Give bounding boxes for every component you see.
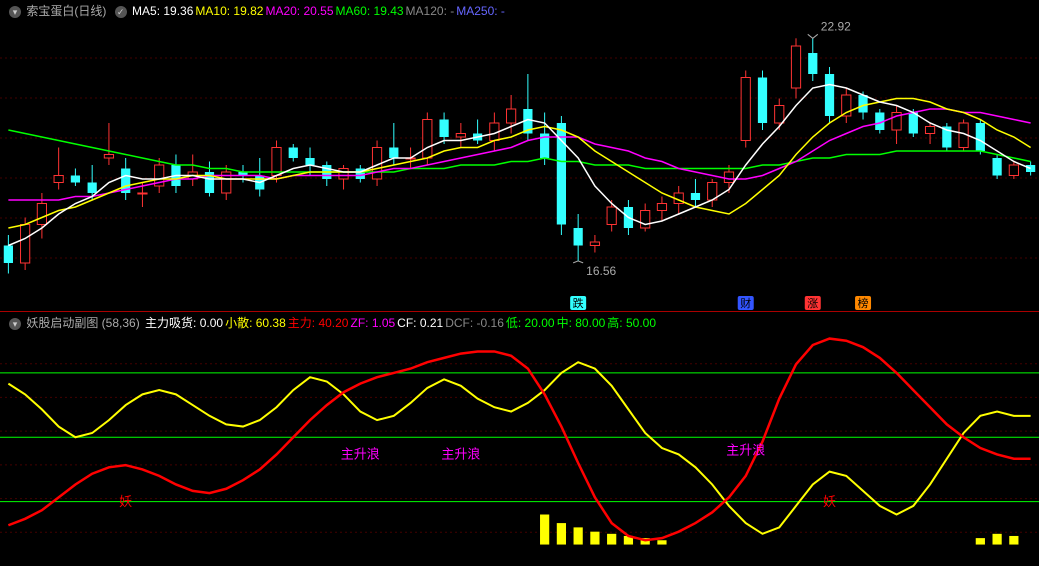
svg-text:主升浪: 主升浪	[341, 447, 380, 462]
svg-text:主升浪: 主升浪	[441, 447, 480, 462]
candlestick-panel[interactable]: ▾ 索宝蛋白(日线) ✓ MA5: 19.36MA10: 19.82MA20: …	[0, 0, 1039, 312]
svg-text:22.92: 22.92	[821, 19, 851, 33]
svg-text:涨: 涨	[807, 297, 818, 310]
svg-text:妖: 妖	[823, 494, 836, 509]
svg-text:跌: 跌	[573, 296, 584, 310]
svg-text:财: 财	[740, 296, 751, 310]
svg-text:16.56: 16.56	[586, 264, 616, 278]
svg-text:榜: 榜	[858, 296, 869, 310]
indicator-panel[interactable]: ▾ 妖股启动副图 (58,36) 主力吸货: 0.00小散: 60.38主力: …	[0, 312, 1039, 566]
svg-text:主升浪: 主升浪	[726, 442, 765, 457]
candlestick-chart[interactable]: 22.92 16.56 跌 财 涨 榜	[0, 0, 1039, 312]
indicator-chart[interactable]: 妖 主升浪 主升浪 主升浪妖	[0, 312, 1039, 566]
svg-text:妖: 妖	[119, 494, 132, 509]
